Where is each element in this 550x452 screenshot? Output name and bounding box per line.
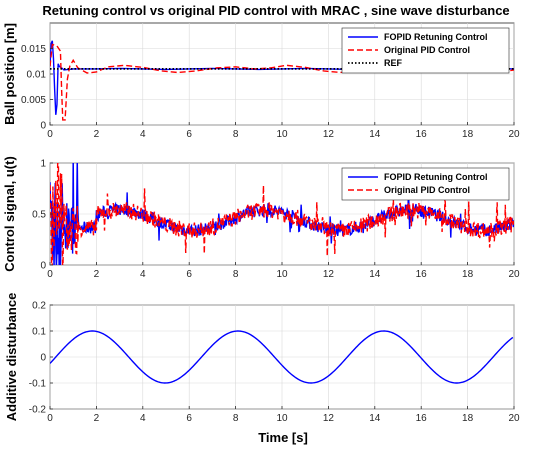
x-tick-label: 4 xyxy=(140,129,146,140)
y-axis-label: Additive disturbance xyxy=(4,293,19,422)
y-tick-label: 0.01 xyxy=(27,70,47,81)
y-tick-label: 0.1 xyxy=(32,327,46,338)
series-line-fopid-retuning-control xyxy=(50,163,514,265)
legend: FOPID Retuning Control Original PID Contr… xyxy=(341,167,510,201)
legend-label: Original PID Control xyxy=(384,185,470,195)
x-tick-label: 12 xyxy=(323,129,335,140)
y-tick-label: -0.2 xyxy=(29,405,47,416)
legend-label: Original PID Control xyxy=(384,45,470,55)
y-tick-label: 0.005 xyxy=(21,95,46,106)
x-tick-label: 2 xyxy=(94,129,100,140)
figure-title: Retuning control vs original PID control… xyxy=(42,3,509,18)
panel-2: 0 2 4 6 8 10 12 14 16 18 20 0 0.5 1 Control signal, u(… xyxy=(2,156,520,280)
legend-label: REF xyxy=(384,58,403,68)
x-tick-label: 8 xyxy=(233,413,239,424)
x-tick-label: 6 xyxy=(186,129,192,140)
x-tick-label: 16 xyxy=(416,413,428,424)
panel-3: 0 2 4 6 8 10 12 14 16 18 20 -0.2 -0.1 0 0.1 0.2 Additive… xyxy=(4,293,520,424)
x-tick-label: 6 xyxy=(186,269,192,280)
y-tick-label: 0.015 xyxy=(21,44,46,55)
x-tick-label: 18 xyxy=(462,413,474,424)
y-axis-label: Control signal, u(t) xyxy=(2,156,17,272)
x-tick-label: 16 xyxy=(416,129,428,140)
x-tick-label: 14 xyxy=(369,129,381,140)
x-tick-label: 4 xyxy=(140,413,146,424)
x-tick-label: 14 xyxy=(369,269,381,280)
y-tick-label: 0.5 xyxy=(32,210,46,221)
x-tick-label: 20 xyxy=(508,413,520,424)
x-tick-label: 10 xyxy=(276,269,288,280)
legend-box xyxy=(341,167,510,201)
x-tick-label: 6 xyxy=(186,413,192,424)
y-tick-label: 0.2 xyxy=(32,301,46,312)
series-line-disturbance xyxy=(50,330,514,384)
y-tick-label: -0.1 xyxy=(29,379,47,390)
x-tick-label: 12 xyxy=(323,269,335,280)
x-tick-label: 10 xyxy=(276,413,288,424)
x-tick-label: 14 xyxy=(369,413,381,424)
y-tick-label: 0 xyxy=(40,353,46,364)
x-tick-label: 18 xyxy=(462,129,474,140)
panel-1: 0 2 4 6 8 10 12 14 16 18 20 0 0.005 0.01 0.015 Ball pos… xyxy=(2,22,520,140)
y-tick-label: 1 xyxy=(40,159,46,170)
x-tick-label: 4 xyxy=(140,269,146,280)
y-tick-label: 0 xyxy=(40,261,46,272)
x-tick-label: 2 xyxy=(94,269,100,280)
series-line-original-pid-control xyxy=(50,163,514,265)
x-tick-label: 10 xyxy=(276,129,288,140)
x-tick-label: 12 xyxy=(323,413,335,424)
x-tick-label: 20 xyxy=(508,129,520,140)
y-axis-label: Ball position [m] xyxy=(2,23,17,125)
series-group xyxy=(50,163,514,265)
x-tick-label: 0 xyxy=(47,269,53,280)
x-tick-label: 18 xyxy=(462,269,474,280)
series-group xyxy=(50,330,514,384)
x-tick-label: 0 xyxy=(47,129,53,140)
x-tick-label: 16 xyxy=(416,269,428,280)
x-tick-label: 8 xyxy=(233,269,239,280)
legend-label: FOPID Retuning Control xyxy=(384,172,488,182)
legend: FOPID Retuning Control Original PID Contr… xyxy=(341,27,510,74)
x-tick-label: 20 xyxy=(508,269,520,280)
y-tick-label: 0 xyxy=(40,121,46,132)
legend-label: FOPID Retuning Control xyxy=(384,32,488,42)
x-tick-label: 2 xyxy=(94,413,100,424)
x-tick-label: 0 xyxy=(47,413,53,424)
x-axis-label: Time [s] xyxy=(258,430,308,445)
x-tick-label: 8 xyxy=(233,129,239,140)
